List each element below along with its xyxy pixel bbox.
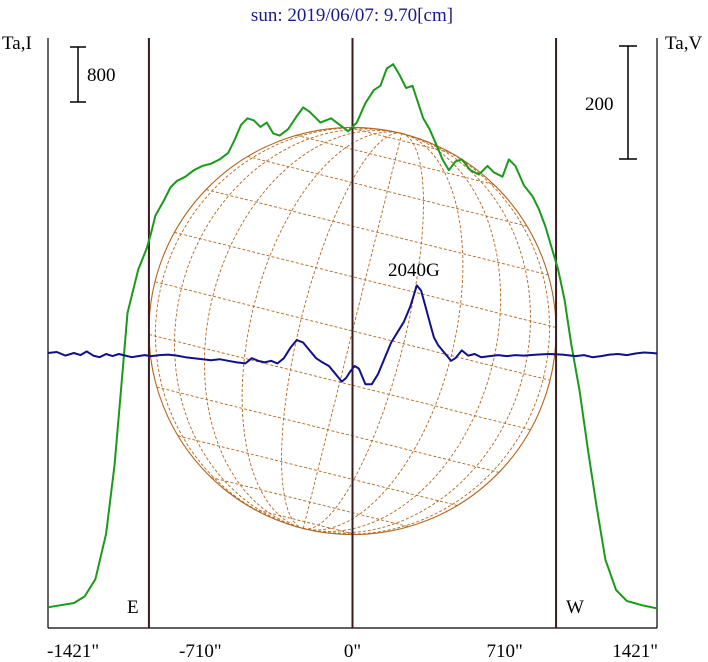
scan-curves — [47, 63, 658, 610]
left-axis-label: Ta,I — [2, 33, 32, 54]
longitude-line — [281, 132, 402, 529]
right-axis-label: Ta,V — [665, 33, 702, 54]
field-annotation: 2040G — [388, 260, 440, 281]
longitude-line — [303, 133, 550, 535]
longitude-line — [174, 128, 402, 529]
series-V-curve — [47, 284, 658, 386]
longitude-line — [302, 133, 403, 529]
chart-title: sun: 2019/06/07: 9.70[cm] — [251, 5, 453, 26]
latitude-line — [296, 134, 495, 185]
longitude-line — [303, 133, 502, 532]
x-tick-label: 0" — [344, 641, 361, 662]
left-scale-bar-label: 800 — [87, 65, 116, 86]
series-I-curve — [47, 63, 658, 610]
longitude-line — [203, 130, 402, 529]
x-tick-label: -710" — [179, 641, 222, 662]
east-limb-label: E — [127, 597, 139, 618]
x-tick-label: -1421" — [47, 641, 99, 662]
scale-bars — [70, 45, 637, 160]
reference-lines — [147, 38, 558, 628]
longitude-line — [303, 133, 531, 534]
latitude-line — [155, 281, 550, 381]
longitude-line — [241, 131, 402, 529]
x-tick-labels: -1421" -710" 0" 710" 1421" — [47, 641, 658, 662]
longitude-line — [303, 133, 464, 531]
west-limb-label: W — [566, 597, 584, 618]
right-scale-bar-label: 200 — [585, 94, 614, 115]
longitude-line — [155, 127, 402, 529]
x-tick-label: 1421" — [612, 641, 658, 662]
longitude-line — [303, 133, 424, 530]
latitude-line — [177, 435, 458, 506]
x-tick-label: 710" — [487, 641, 523, 662]
